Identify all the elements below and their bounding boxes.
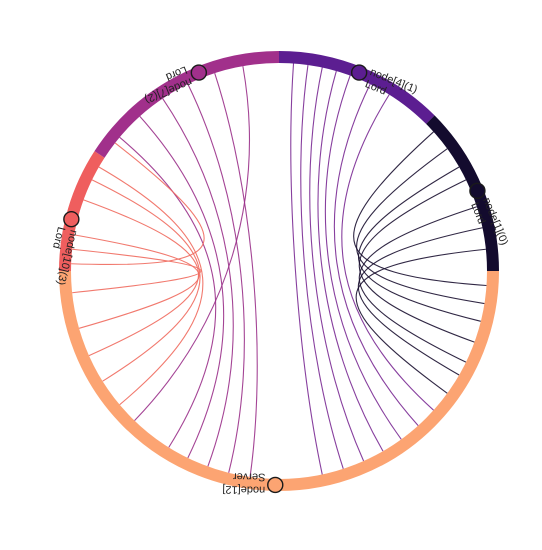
- node-marker-n72[interactable]: [190, 64, 208, 81]
- group-ring: [59, 51, 499, 491]
- edge-5: [333, 83, 419, 426]
- edge-10: [187, 83, 245, 473]
- edge-24: [91, 179, 201, 382]
- edge-3: [317, 70, 384, 452]
- ring-segment-magenta: [94, 51, 280, 158]
- edge-6: [341, 94, 434, 411]
- edge-21: [72, 248, 202, 294]
- node-marker-n103[interactable]: [63, 211, 80, 228]
- node-label-line: Server: [233, 470, 266, 483]
- edge-22: [74, 234, 200, 329]
- node-label-line: Lord: [50, 226, 67, 250]
- edge-17: [358, 206, 477, 363]
- edge-9: [162, 98, 234, 467]
- edge-4: [324, 75, 402, 440]
- node-marker-n10[interactable]: [469, 182, 486, 200]
- edge-13: [353, 131, 487, 287]
- ring-segment-peach: [59, 270, 499, 491]
- edge-layer: [71, 63, 487, 478]
- edge-23: [83, 199, 199, 357]
- node-label-line: node[12]: [222, 483, 265, 496]
- edge-20: [71, 142, 205, 266]
- node-marker-n12[interactable]: [267, 476, 284, 494]
- edge-16: [358, 179, 475, 343]
- node-marker-n41[interactable]: [350, 64, 368, 81]
- edge-19: [355, 248, 486, 394]
- edge-8: [139, 116, 225, 459]
- edge-15: [357, 166, 481, 322]
- edge-7: [119, 136, 217, 448]
- edge-25: [98, 166, 204, 406]
- edge-18: [357, 227, 483, 376]
- edge-11: [214, 73, 258, 478]
- node-label-n12: node[12]Server: [222, 470, 265, 496]
- ring-segment-coral: [59, 151, 105, 272]
- edge-1: [300, 64, 344, 469]
- edge-12: [134, 66, 250, 422]
- edge-0: [290, 63, 323, 475]
- edge-14: [356, 148, 485, 305]
- edge-2: [309, 67, 365, 462]
